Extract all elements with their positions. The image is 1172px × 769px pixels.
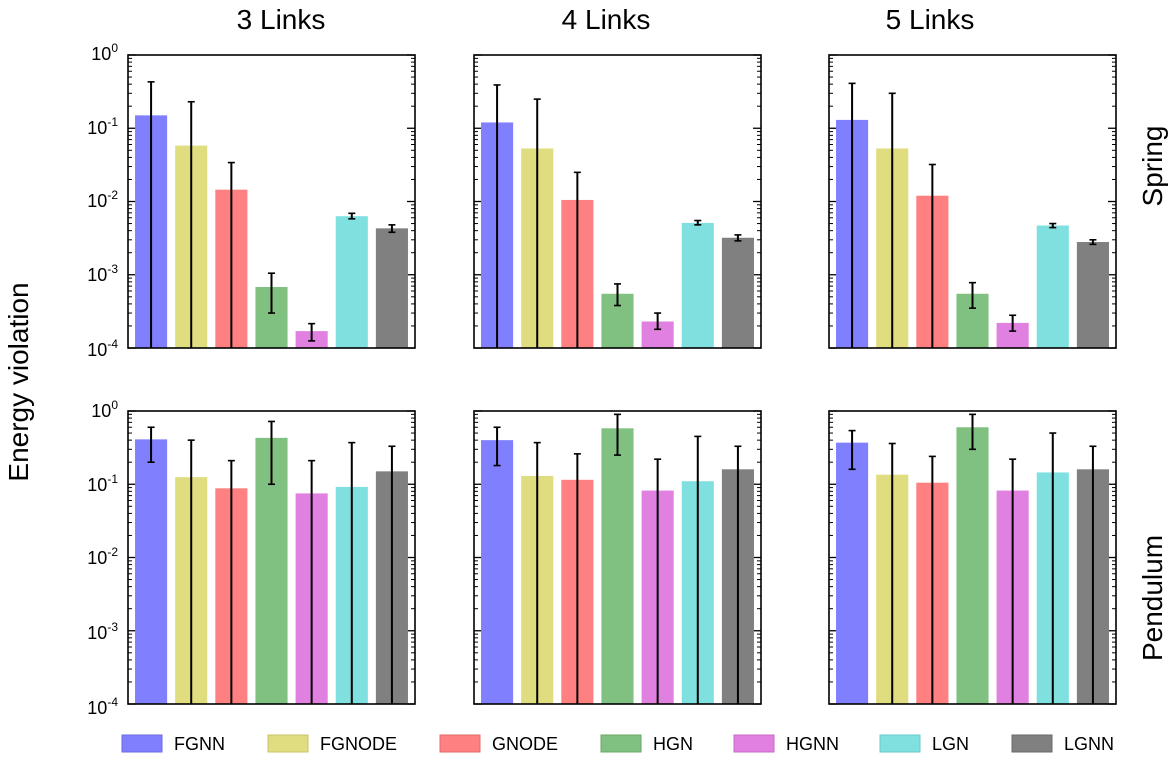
legend-label: FGNODE — [320, 734, 397, 754]
panel-spring-5-links — [828, 54, 1117, 349]
legend-swatch — [600, 734, 642, 753]
panel-pendulum-5-links — [828, 410, 1117, 705]
bar-fgnn — [481, 440, 514, 704]
legend-entry-fgnn: FGNN — [121, 734, 225, 754]
legend-label: HGN — [653, 734, 693, 754]
ytick-label: 10-4 — [87, 695, 118, 718]
bar-lgnn — [1076, 241, 1109, 348]
ytick-label: 100 — [91, 398, 118, 421]
legend-label: HGNN — [786, 734, 839, 754]
ytick-label: 100 — [91, 41, 118, 64]
column-title-3-links: 3 Links — [237, 4, 326, 35]
panel-frame — [473, 410, 762, 705]
bar-lgn — [335, 216, 368, 348]
ytick-label: 10-1 — [87, 115, 118, 138]
figure-ylabel: Energy violation — [3, 282, 34, 481]
ytick-label: 10-2 — [87, 545, 118, 568]
legend-entry-fgnode: FGNODE — [267, 734, 397, 754]
legend-entry-gnode: GNODE — [439, 734, 558, 754]
legend-swatch — [1011, 734, 1053, 753]
bar-lgn — [1036, 225, 1069, 348]
ytick-labels-top-row: 100 10-1 10-2 10-3 10-4 — [87, 41, 118, 360]
legend-label: FGNN — [174, 734, 225, 754]
panel-frame — [127, 54, 416, 349]
ytick-label: 10-4 — [87, 337, 118, 360]
column-title-5-links: 5 Links — [886, 4, 975, 35]
panel-frame — [473, 54, 762, 349]
ytick-label: 10-1 — [87, 472, 118, 495]
subplot-grid — [127, 54, 1117, 705]
legend-entry-lgn: LGN — [879, 734, 969, 754]
row-title-pendulum: Pendulum — [1137, 535, 1168, 661]
bar-hgn — [956, 427, 989, 704]
legend-swatch — [121, 734, 163, 753]
legend-label: LGNN — [1064, 734, 1114, 754]
ytick-labels-bottom-row: 100 10-1 10-2 10-3 10-4 — [87, 398, 118, 718]
legend-label: LGN — [932, 734, 969, 754]
bar-lgn — [681, 222, 714, 348]
legend-swatch — [267, 734, 309, 753]
legend-entry-hgn: HGN — [600, 734, 693, 754]
ytick-label: 10-3 — [87, 262, 118, 285]
panel-pendulum-4-links — [473, 410, 762, 705]
panel-frame — [127, 410, 416, 705]
panel-frame — [828, 54, 1117, 349]
panel-spring-3-links — [127, 54, 416, 349]
bar-hgn — [601, 428, 634, 704]
row-title-spring: Spring — [1137, 126, 1168, 207]
legend-swatch — [439, 734, 481, 753]
legend-swatch — [733, 734, 775, 753]
panel-pendulum-3-links — [127, 410, 416, 705]
bar-lgnn — [721, 237, 754, 348]
bar-lgnn — [375, 228, 408, 348]
legend: FGNN FGNODE GNODE HGN HGNN LGN LGNN — [121, 734, 1114, 754]
ytick-label: 10-2 — [87, 188, 118, 211]
ytick-label: 10-3 — [87, 620, 118, 643]
panel-spring-4-links — [473, 54, 762, 349]
bar-fgnn — [135, 439, 168, 704]
legend-entry-hgnn: HGNN — [733, 734, 839, 754]
legend-swatch — [879, 734, 921, 753]
panel-frame — [828, 410, 1117, 705]
legend-label: GNODE — [492, 734, 558, 754]
legend-entry-lgnn: LGNN — [1011, 734, 1114, 754]
column-title-4-links: 4 Links — [562, 4, 651, 35]
bar-fgnn — [836, 442, 869, 704]
